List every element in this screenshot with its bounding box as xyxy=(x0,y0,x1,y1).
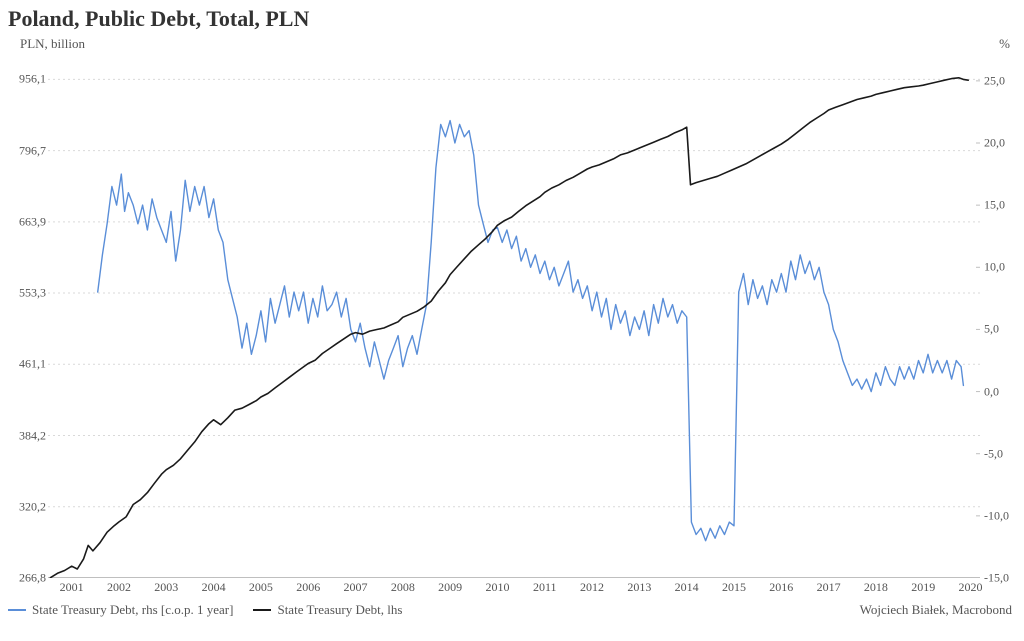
x-tick: 2009 xyxy=(430,580,470,595)
x-tick: 2014 xyxy=(667,580,707,595)
y-left-tick: 663,9 xyxy=(2,214,46,229)
chart-plot xyxy=(48,56,980,578)
x-tick: 2017 xyxy=(809,580,849,595)
legend-swatch-black xyxy=(253,609,271,611)
x-tick: 2005 xyxy=(241,580,281,595)
legend-label-blue: State Treasury Debt, rhs [c.o.p. 1 year] xyxy=(32,602,233,618)
x-tick: 2001 xyxy=(52,580,92,595)
y-right-tick: 15,0 xyxy=(984,198,1024,213)
x-tick: 2002 xyxy=(99,580,139,595)
y-right-tick: -5,0 xyxy=(984,446,1024,461)
x-tick: 2006 xyxy=(288,580,328,595)
y-right-tick: -10,0 xyxy=(984,508,1024,523)
x-tick: 2008 xyxy=(383,580,423,595)
legend-swatch-blue xyxy=(8,609,26,611)
y-left-tick: 956,1 xyxy=(2,72,46,87)
x-tick: 2019 xyxy=(903,580,943,595)
x-tick: 2010 xyxy=(477,580,517,595)
x-tick: 2015 xyxy=(714,580,754,595)
legend: State Treasury Debt, rhs [c.o.p. 1 year]… xyxy=(8,602,402,618)
x-tick: 2007 xyxy=(336,580,376,595)
x-tick: 2012 xyxy=(572,580,612,595)
y-right-tick: 25,0 xyxy=(984,73,1024,88)
y-right-tick: 0,0 xyxy=(984,384,1024,399)
x-tick: 2018 xyxy=(856,580,896,595)
x-tick: 2011 xyxy=(525,580,565,595)
legend-label-black: State Treasury Debt, lhs xyxy=(277,602,402,618)
x-tick: 2020 xyxy=(951,580,991,595)
y-right-tick: 5,0 xyxy=(984,322,1024,337)
y-left-tick: 266,8 xyxy=(2,571,46,586)
y-axis-right-label: % xyxy=(999,36,1010,52)
y-axis-left-label: PLN, billion xyxy=(20,36,85,52)
x-tick: 2013 xyxy=(619,580,659,595)
y-left-tick: 461,1 xyxy=(2,357,46,372)
x-tick: 2003 xyxy=(146,580,186,595)
y-right-tick: 10,0 xyxy=(984,260,1024,275)
y-left-tick: 796,7 xyxy=(2,143,46,158)
x-tick: 2016 xyxy=(761,580,801,595)
y-left-tick: 384,2 xyxy=(2,428,46,443)
y-left-tick: 320,2 xyxy=(2,499,46,514)
chart-title: Poland, Public Debt, Total, PLN xyxy=(8,6,309,32)
attribution: Wojciech Białek, Macrobond xyxy=(860,602,1012,618)
x-tick: 2004 xyxy=(194,580,234,595)
chart-container: Poland, Public Debt, Total, PLN PLN, bil… xyxy=(0,0,1024,641)
y-right-tick: 20,0 xyxy=(984,136,1024,151)
y-left-tick: 553,3 xyxy=(2,286,46,301)
